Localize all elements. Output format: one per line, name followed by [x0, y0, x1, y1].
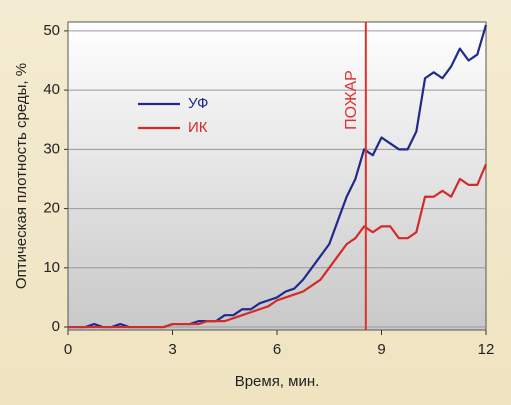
y-tick-label: 40 — [43, 81, 60, 98]
y-tick-label: 0 — [52, 318, 60, 335]
legend-label: УФ — [188, 95, 208, 112]
x-tick-label: 9 — [377, 341, 385, 358]
x-tick-label: 12 — [478, 341, 495, 358]
legend-label: ИК — [188, 119, 208, 136]
x-tick-label: 0 — [64, 341, 72, 358]
y-axis-label: Оптическая плотность среды, % — [13, 63, 30, 289]
y-tick-label: 50 — [43, 22, 60, 39]
series-line — [68, 163, 488, 329]
plot-area — [67, 21, 487, 331]
x-tick-label: 3 — [168, 341, 176, 358]
y-tick-label: 20 — [43, 200, 60, 217]
y-tick-label: 30 — [43, 140, 60, 157]
annotation-label: ПОЖАР — [343, 70, 360, 130]
x-tick-label: 6 — [273, 341, 281, 358]
y-tick-label: 10 — [43, 259, 60, 276]
x-axis-label: Время, мин. — [235, 373, 320, 390]
